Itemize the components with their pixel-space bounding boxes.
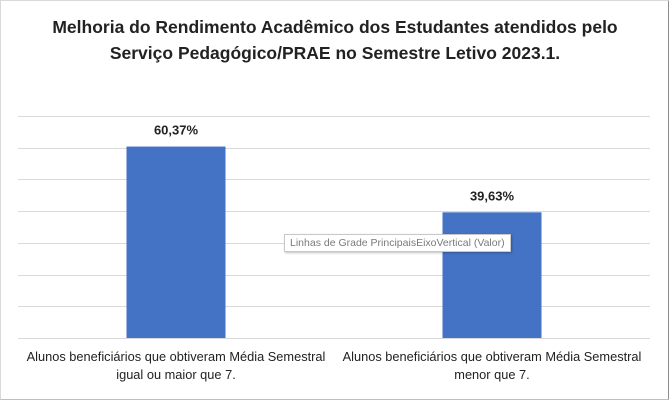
bar-1[interactable] <box>126 146 226 338</box>
category-label-1: Alunos beneficiários que obtiveram Média… <box>26 349 326 382</box>
data-label-2: 39,63% <box>470 188 515 203</box>
category-label-2: Alunos beneficiários que obtiveram Média… <box>342 349 642 382</box>
data-label-1: 60,37% <box>154 123 199 138</box>
gridlines-tooltip: Linhas de Grade PrincipaisEixoVertical (… <box>284 234 511 252</box>
chart-title: Melhoria do Rendimento Acadêmico dos Est… <box>52 17 618 63</box>
bar-2[interactable] <box>442 212 542 338</box>
